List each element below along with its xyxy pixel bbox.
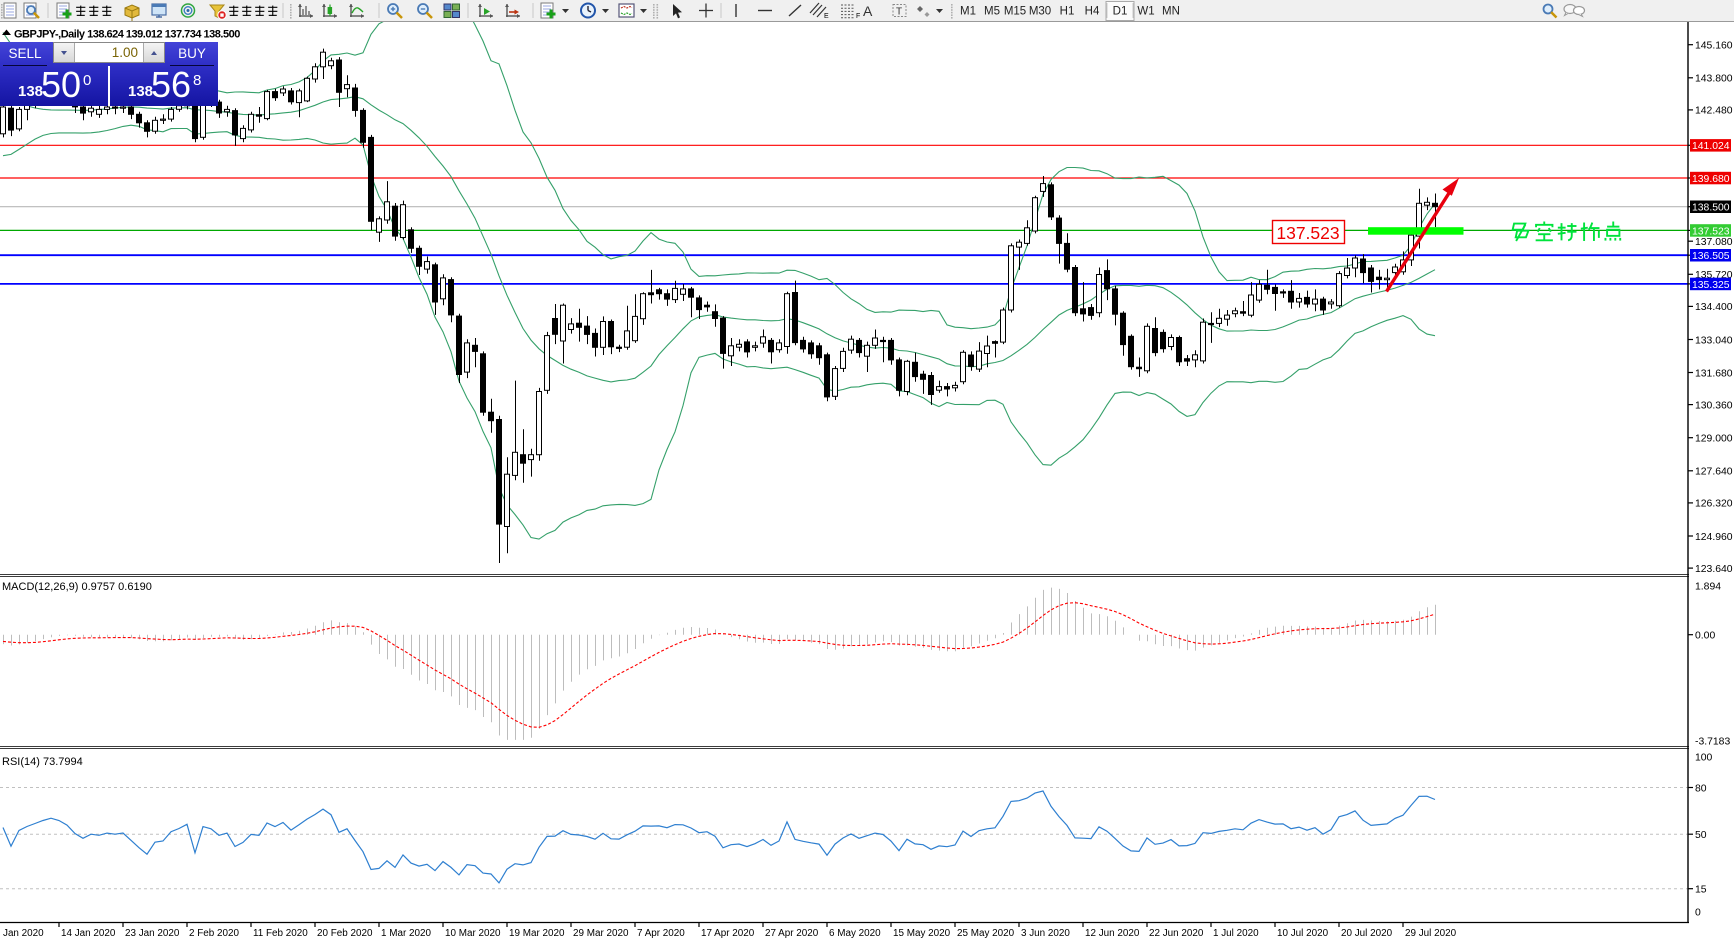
svg-text:136.505: 136.505 bbox=[1692, 251, 1730, 262]
svg-text:50: 50 bbox=[1695, 830, 1707, 841]
svg-text:6 May 2020: 6 May 2020 bbox=[829, 928, 881, 939]
svg-text:29 Mar 2020: 29 Mar 2020 bbox=[573, 928, 629, 939]
svg-text:W1: W1 bbox=[1137, 6, 1154, 18]
svg-text:15: 15 bbox=[1695, 885, 1707, 896]
svg-text:137.523: 137.523 bbox=[1276, 223, 1339, 243]
svg-text:135.720: 135.720 bbox=[1695, 270, 1733, 281]
svg-text:M1: M1 bbox=[960, 6, 976, 18]
svg-text:M15: M15 bbox=[1004, 6, 1026, 18]
svg-text:27 Apr 2020: 27 Apr 2020 bbox=[765, 928, 819, 939]
svg-text:129.000: 129.000 bbox=[1695, 434, 1733, 445]
svg-text:25 May 2020: 25 May 2020 bbox=[957, 928, 1015, 939]
svg-text:20 Feb 2020: 20 Feb 2020 bbox=[317, 928, 373, 939]
svg-text:12 Jun 2020: 12 Jun 2020 bbox=[1085, 928, 1140, 939]
svg-text:H4: H4 bbox=[1085, 6, 1100, 18]
svg-text:137.523: 137.523 bbox=[1692, 226, 1730, 237]
svg-text:F: F bbox=[856, 13, 860, 20]
svg-text:0.00: 0.00 bbox=[1695, 631, 1715, 642]
svg-text:127.640: 127.640 bbox=[1695, 467, 1733, 478]
svg-text:H1: H1 bbox=[1060, 6, 1075, 18]
svg-text:GBPJPY-,Daily 138.624 139.012: GBPJPY-,Daily 138.624 139.012 137.734 13… bbox=[14, 29, 240, 41]
svg-text:123.640: 123.640 bbox=[1695, 564, 1733, 575]
svg-text:0: 0 bbox=[1695, 907, 1701, 918]
svg-text:M30: M30 bbox=[1029, 6, 1051, 18]
svg-text:Jan 2020: Jan 2020 bbox=[3, 928, 44, 939]
svg-text:RSI(14) 73.7994: RSI(14) 73.7994 bbox=[2, 756, 83, 768]
svg-text:133.040: 133.040 bbox=[1695, 335, 1733, 346]
svg-text:1 Mar 2020: 1 Mar 2020 bbox=[381, 928, 431, 939]
svg-text:3 Jun 2020: 3 Jun 2020 bbox=[1021, 928, 1070, 939]
svg-text:7 Apr 2020: 7 Apr 2020 bbox=[637, 928, 685, 939]
svg-text:2 Feb 2020: 2 Feb 2020 bbox=[189, 928, 239, 939]
svg-text:19 Mar 2020: 19 Mar 2020 bbox=[509, 928, 565, 939]
svg-text:138.500: 138.500 bbox=[1692, 203, 1730, 214]
svg-text:23 Jan 2020: 23 Jan 2020 bbox=[125, 928, 180, 939]
svg-text:17 Apr 2020: 17 Apr 2020 bbox=[701, 928, 755, 939]
svg-text:126.320: 126.320 bbox=[1695, 499, 1733, 510]
svg-text:1 Jul 2020: 1 Jul 2020 bbox=[1213, 928, 1259, 939]
svg-text:T: T bbox=[896, 7, 902, 18]
svg-text:142.480: 142.480 bbox=[1695, 106, 1733, 117]
svg-text:A: A bbox=[863, 3, 873, 19]
svg-text:20 Jul 2020: 20 Jul 2020 bbox=[1341, 928, 1393, 939]
svg-text:M5: M5 bbox=[984, 6, 1000, 18]
svg-text:141.024: 141.024 bbox=[1692, 141, 1730, 152]
svg-text:D1: D1 bbox=[1113, 6, 1128, 18]
svg-text:29 Jul 2020: 29 Jul 2020 bbox=[1405, 928, 1457, 939]
svg-text:10 Mar 2020: 10 Mar 2020 bbox=[445, 928, 501, 939]
svg-text:-3.7183: -3.7183 bbox=[1695, 736, 1730, 747]
svg-text:11 Feb 2020: 11 Feb 2020 bbox=[253, 928, 308, 939]
svg-text:14 Jan 2020: 14 Jan 2020 bbox=[61, 928, 116, 939]
svg-text:124.960: 124.960 bbox=[1695, 532, 1733, 543]
svg-text:E: E bbox=[824, 13, 829, 20]
svg-text:139.680: 139.680 bbox=[1692, 174, 1730, 185]
svg-text:145.160: 145.160 bbox=[1695, 41, 1733, 52]
svg-text:100: 100 bbox=[1695, 752, 1713, 763]
svg-text:143.800: 143.800 bbox=[1695, 74, 1733, 85]
svg-text:80: 80 bbox=[1695, 783, 1707, 794]
svg-text:131.680: 131.680 bbox=[1695, 368, 1733, 379]
svg-text:MACD(12,26,9) 0.9757 0.6190: MACD(12,26,9) 0.9757 0.6190 bbox=[2, 581, 152, 593]
svg-text:134.400: 134.400 bbox=[1695, 302, 1733, 313]
svg-text:10 Jul 2020: 10 Jul 2020 bbox=[1277, 928, 1329, 939]
svg-text:130.360: 130.360 bbox=[1695, 400, 1733, 411]
svg-text:1.894: 1.894 bbox=[1695, 581, 1721, 592]
svg-text:MN: MN bbox=[1162, 6, 1180, 18]
svg-text:135.325: 135.325 bbox=[1692, 280, 1730, 291]
svg-text:137.080: 137.080 bbox=[1695, 237, 1733, 248]
svg-text:15 May 2020: 15 May 2020 bbox=[893, 928, 951, 939]
svg-text:22 Jun 2020: 22 Jun 2020 bbox=[1149, 928, 1204, 939]
